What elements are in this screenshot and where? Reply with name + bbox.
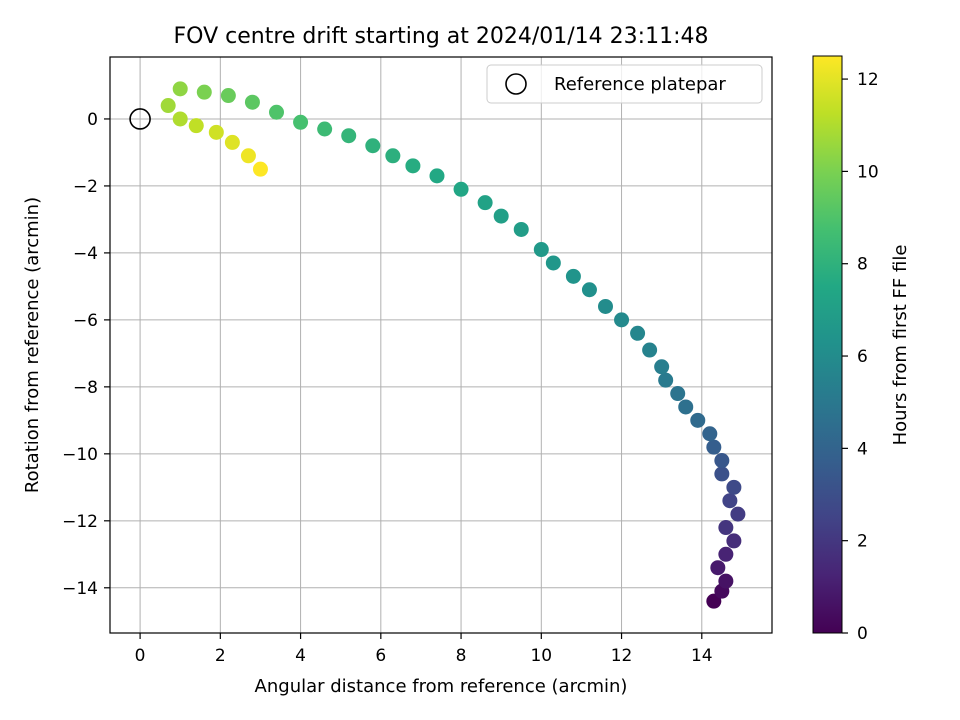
- chart-title: FOV centre drift starting at 2024/01/14 …: [174, 24, 709, 49]
- colorbar: 0 2 4 6 8 10 12 Hours from first FF file: [812, 55, 911, 644]
- colorbar-tick-label: 2: [857, 532, 868, 552]
- colorbar-tick-label: 12: [857, 70, 879, 90]
- x-tick-label: 12: [611, 646, 633, 666]
- x-tick-label: 6: [375, 646, 386, 666]
- y-tick-label: −14: [62, 579, 98, 599]
- x-tick-label: 4: [295, 646, 306, 666]
- x-tick-label: 0: [135, 646, 146, 666]
- data-point: [405, 158, 421, 174]
- data-points: [160, 81, 746, 609]
- data-point: [718, 546, 734, 562]
- x-tick-label: 10: [530, 646, 552, 666]
- data-point: [341, 128, 357, 144]
- y-tick-label: −6: [73, 311, 98, 331]
- data-point: [453, 181, 469, 197]
- y-tick-label: −4: [73, 244, 98, 264]
- data-point: [269, 104, 285, 120]
- data-point: [240, 148, 256, 164]
- x-tick-label: 14: [691, 646, 713, 666]
- colorbar-tick-label: 0: [857, 624, 868, 644]
- data-point: [188, 118, 204, 134]
- x-tick-label: 2: [215, 646, 226, 666]
- legend-box: [486, 64, 763, 104]
- data-point: [714, 453, 730, 469]
- y-tick-label: −12: [62, 512, 98, 532]
- y-axis-label: Rotation from reference (arcmin): [22, 197, 43, 493]
- data-point: [172, 81, 188, 97]
- data-point: [642, 342, 658, 358]
- data-point: [581, 282, 597, 298]
- data-point: [718, 573, 734, 589]
- y-axis: 0 −2 −4 −6 −8 −10 −12 −14: [62, 110, 110, 599]
- data-point: [710, 560, 726, 576]
- data-point: [513, 221, 529, 237]
- data-point: [477, 195, 493, 211]
- data-point: [726, 533, 742, 549]
- colorbar-label: Hours from first FF file: [890, 245, 911, 446]
- data-point: [722, 493, 738, 509]
- data-point: [714, 466, 730, 482]
- reference-marker: [129, 108, 151, 130]
- data-point: [730, 506, 746, 522]
- data-point: [654, 359, 670, 375]
- y-tick-label: −8: [73, 378, 98, 398]
- colorbar-tick-label: 8: [857, 255, 868, 275]
- x-tick-label: 8: [456, 646, 467, 666]
- data-point: [493, 208, 509, 224]
- colorbar-gradient: [812, 55, 843, 634]
- data-point: [565, 268, 581, 284]
- x-axis: 0 2 4 6 8 10 12 14: [135, 633, 713, 666]
- data-point: [160, 98, 176, 114]
- data-point: [252, 161, 268, 177]
- legend-marker: [505, 73, 527, 95]
- grid-lines: [110, 57, 772, 633]
- colorbar-ticks: 0 2 4 6 8 10 12: [842, 70, 879, 644]
- colorbar-tick-label: 4: [857, 439, 868, 459]
- legend-entry: Reference platepar: [554, 74, 726, 95]
- colorbar-tick-label: 10: [857, 162, 879, 182]
- data-point: [220, 88, 236, 104]
- data-point: [726, 479, 742, 495]
- x-axis-label: Angular distance from reference (arcmin): [255, 676, 628, 697]
- data-point: [385, 148, 401, 164]
- data-point: [706, 593, 722, 609]
- y-tick-label: −10: [62, 445, 98, 465]
- data-point: [365, 138, 381, 154]
- data-point: [545, 255, 561, 271]
- data-point: [614, 312, 630, 328]
- data-point: [597, 298, 613, 314]
- data-point: [429, 168, 445, 184]
- data-point: [172, 111, 188, 127]
- data-point: [224, 134, 240, 150]
- data-point: [630, 325, 646, 341]
- data-point: [533, 242, 549, 258]
- y-tick-label: −2: [73, 177, 98, 197]
- data-point: [293, 114, 309, 130]
- data-point: [670, 386, 686, 402]
- data-point: [317, 121, 333, 137]
- data-point: [196, 84, 212, 100]
- data-point: [678, 399, 694, 415]
- data-point: [702, 426, 718, 442]
- legend: Reference platepar: [486, 64, 763, 104]
- colorbar-tick-label: 6: [857, 347, 868, 367]
- data-point: [718, 520, 734, 536]
- data-point: [658, 372, 674, 388]
- data-point: [706, 439, 722, 455]
- data-point: [208, 124, 224, 140]
- plot-frame: [109, 56, 773, 634]
- y-tick-label: 0: [87, 110, 98, 130]
- data-point: [244, 94, 260, 110]
- data-point: [690, 412, 706, 428]
